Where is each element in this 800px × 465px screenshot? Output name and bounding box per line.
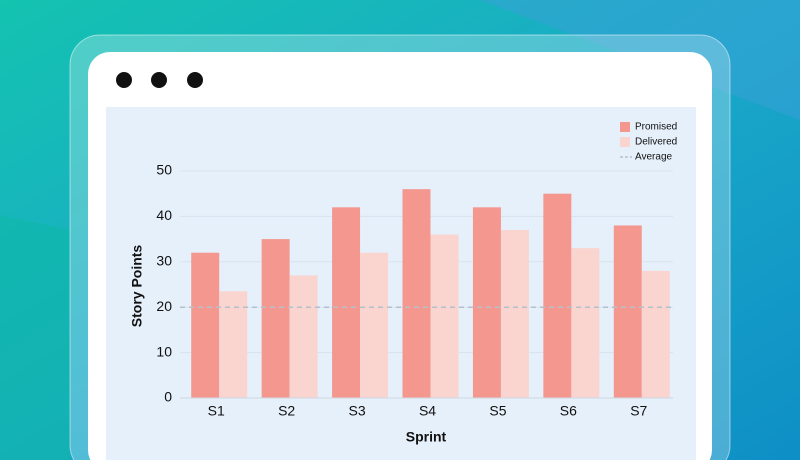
window-dot[interactable] — [151, 72, 167, 88]
window-dot[interactable] — [187, 72, 203, 88]
bar — [472, 207, 501, 398]
x-tick-label: S5 — [489, 403, 506, 419]
legend-label: Average — [635, 152, 673, 163]
y-tick-label: 30 — [156, 253, 172, 269]
bar — [261, 239, 290, 398]
bar — [641, 270, 670, 398]
chart: Story Points Sprint 0 10 20 30 40 50 S1 S2 S3 S4 S… — [129, 122, 678, 445]
bar — [402, 189, 431, 398]
x-axis-label: Sprint — [406, 429, 447, 445]
y-tick-label: 40 — [156, 207, 172, 223]
y-tick-label: 0 — [164, 389, 172, 405]
bar — [289, 275, 318, 398]
bar — [191, 252, 220, 398]
window-dot[interactable] — [116, 72, 132, 88]
bg-shape — [0, 215, 70, 460]
x-tick-label: S4 — [419, 403, 436, 419]
bar — [543, 193, 572, 398]
x-tick-label: S1 — [208, 403, 225, 419]
bar — [430, 234, 459, 398]
y-tick-label: 10 — [156, 343, 172, 359]
y-axis-label: Story Points — [129, 245, 145, 328]
bar — [360, 252, 389, 398]
y-tick-label: 20 — [156, 298, 172, 314]
legend-swatch — [620, 122, 630, 132]
bar — [219, 291, 248, 398]
x-tick-label: S6 — [560, 403, 577, 419]
bar — [571, 248, 600, 398]
legend-label: Promised — [635, 122, 677, 133]
x-tick-label: S2 — [278, 403, 295, 419]
legend-label: Delivered — [635, 137, 677, 148]
bar — [500, 230, 529, 398]
x-tick-label: S7 — [630, 403, 647, 419]
y-tick-label: 50 — [156, 162, 172, 178]
bar — [613, 225, 642, 398]
x-tick-label: S3 — [349, 403, 366, 419]
bar — [332, 207, 361, 398]
legend-swatch — [620, 137, 630, 147]
